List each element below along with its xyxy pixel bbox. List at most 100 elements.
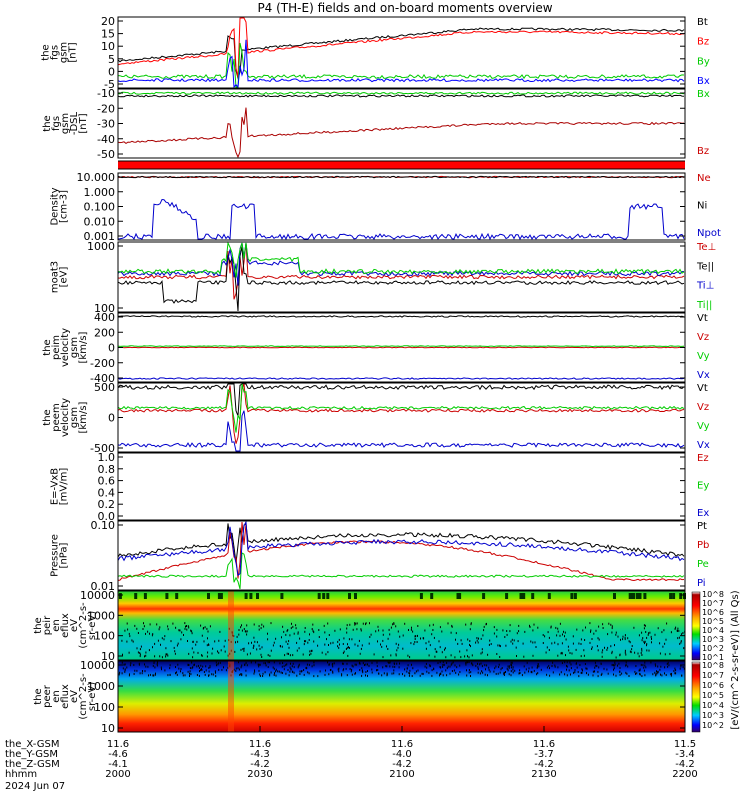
spectrogram-speckle bbox=[607, 633, 609, 636]
spectrogram-speckle bbox=[216, 664, 217, 667]
spectrogram-speckle bbox=[587, 673, 589, 676]
spectrogram-speckle bbox=[359, 662, 361, 665]
spectrogram-speckle bbox=[451, 662, 453, 665]
spectrogram-speckle bbox=[572, 635, 574, 638]
spectrogram-speckle bbox=[446, 661, 448, 664]
spectrogram-speckle bbox=[565, 638, 567, 641]
spectrogram-speckle bbox=[641, 654, 643, 656]
spectrogram-speckle bbox=[317, 593, 321, 599]
spectrogram-speckle bbox=[406, 670, 408, 673]
spectrogram-speckle bbox=[643, 624, 645, 627]
spectrogram-speckle bbox=[286, 663, 288, 666]
spectrogram-speckle bbox=[293, 671, 295, 674]
spectrogram-speckle bbox=[211, 673, 213, 676]
spectrogram-speckle bbox=[198, 674, 200, 677]
spectrogram-speckle bbox=[131, 639, 133, 642]
spectrogram-speckle bbox=[559, 634, 561, 637]
spectrogram-speckle bbox=[392, 623, 394, 626]
spectrogram-speckle bbox=[557, 654, 559, 657]
spectrogram-speckle bbox=[586, 667, 588, 670]
panel-frame bbox=[117, 520, 686, 591]
spectrogram-speckle bbox=[548, 649, 550, 651]
spectrogram-speckle bbox=[307, 671, 309, 674]
spectrogram-speckle bbox=[145, 651, 147, 654]
spectrogram-speckle bbox=[395, 654, 397, 657]
spectrogram-speckle bbox=[624, 651, 626, 654]
spectrogram-speckle bbox=[679, 642, 681, 645]
spectrogram-speckle bbox=[145, 654, 147, 657]
spectrogram-speckle bbox=[552, 671, 554, 674]
spectrogram-speckle bbox=[205, 669, 207, 672]
spectrogram-speckle bbox=[433, 636, 435, 639]
spectrogram-speckle bbox=[196, 665, 198, 668]
spectrogram-speckle bbox=[437, 662, 439, 664]
spectrogram-speckle bbox=[185, 625, 186, 628]
spectrogram-speckle bbox=[139, 652, 141, 654]
spectrogram-speckle bbox=[160, 643, 161, 646]
spectrogram-speckle bbox=[500, 668, 502, 671]
spectrogram-speckle bbox=[178, 667, 180, 670]
spectrogram-speckle bbox=[410, 642, 412, 645]
spectrogram-speckle bbox=[285, 633, 287, 636]
spectrogram-speckle bbox=[322, 593, 326, 599]
spectrogram-speckle bbox=[564, 635, 565, 638]
spectrogram-speckle bbox=[382, 666, 384, 669]
spectrogram-speckle bbox=[570, 667, 572, 670]
spectrogram-speckle bbox=[508, 666, 510, 669]
spectrogram-speckle bbox=[468, 669, 470, 671]
spectrogram-speckle bbox=[139, 655, 141, 658]
spectrogram-speckle bbox=[516, 632, 518, 635]
spectrogram-speckle bbox=[597, 675, 599, 678]
spectrogram-speckle bbox=[662, 645, 664, 648]
spectrogram-speckle bbox=[675, 672, 677, 675]
spectrogram-speckle bbox=[219, 630, 221, 633]
spectrogram-speckle bbox=[596, 665, 598, 667]
spectrogram-speckle bbox=[551, 665, 553, 667]
spectrogram-speckle bbox=[617, 664, 618, 667]
spectrogram-speckle bbox=[579, 664, 581, 666]
spectrogram-speckle bbox=[508, 665, 510, 668]
spectrogram-speckle bbox=[559, 622, 561, 625]
spectrogram-speckle bbox=[258, 644, 260, 647]
spectrogram-speckle bbox=[442, 674, 444, 677]
y-tick-label: -20 bbox=[97, 102, 115, 115]
spectrogram-speckle bbox=[240, 648, 242, 651]
spectrogram-speckle bbox=[328, 663, 330, 666]
spectrogram-speckle bbox=[436, 671, 438, 674]
spectrogram-speckle bbox=[347, 643, 348, 646]
spectrogram-speckle bbox=[435, 650, 437, 653]
spectrogram-speckle bbox=[625, 664, 627, 667]
spectrogram-speckle bbox=[308, 672, 310, 675]
spectrogram-speckle bbox=[439, 661, 441, 664]
spectrogram-speckle bbox=[570, 673, 571, 676]
spectrogram-speckle bbox=[324, 631, 326, 634]
spectrogram-speckle bbox=[119, 671, 121, 674]
spectrogram-speckle bbox=[681, 674, 683, 677]
spectrogram-speckle bbox=[333, 662, 335, 665]
y-tick-label: 10.000 bbox=[77, 171, 116, 184]
spectrogram-speckle bbox=[445, 669, 447, 672]
spectrogram-speckle bbox=[644, 664, 646, 667]
spectrogram-speckle bbox=[417, 625, 419, 627]
legend-entry: Vt bbox=[697, 313, 708, 324]
spectrogram-speckle bbox=[521, 674, 523, 677]
spectrogram-speckle bbox=[670, 673, 672, 676]
spectrogram-speckle bbox=[341, 673, 343, 676]
spectrogram-speckle bbox=[264, 671, 266, 674]
spectrogram-speckle bbox=[382, 633, 384, 636]
spectrogram-speckle bbox=[601, 655, 603, 658]
spectrogram-speckle bbox=[240, 626, 242, 629]
spectrogram-speckle bbox=[518, 624, 520, 627]
spectrogram-speckle bbox=[488, 643, 490, 646]
spectrogram-speckle bbox=[614, 663, 616, 666]
spectrogram-speckle bbox=[469, 643, 470, 646]
spectrogram-speckle bbox=[295, 627, 297, 630]
spectrogram-speckle bbox=[157, 639, 159, 642]
spectrogram-speckle bbox=[186, 628, 188, 631]
spectrogram-speckle bbox=[655, 664, 657, 667]
spectrogram-speckle bbox=[367, 663, 368, 666]
spectrogram-speckle bbox=[467, 661, 469, 664]
spectrogram-speckle bbox=[566, 661, 568, 664]
spectrogram-speckle bbox=[133, 673, 135, 675]
x-axis-value: 2030 bbox=[247, 769, 272, 780]
